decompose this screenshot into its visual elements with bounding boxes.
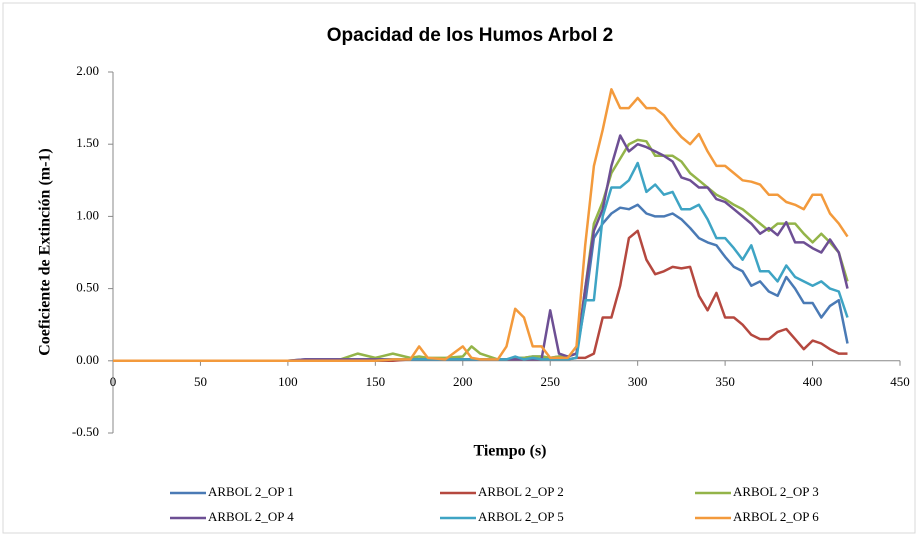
y-tick-label: 0.50	[76, 280, 99, 295]
x-tick-label: 250	[540, 374, 560, 389]
x-tick-label: 450	[890, 374, 910, 389]
x-tick-label: 300	[628, 374, 648, 389]
y-tick-label: 0.00	[76, 352, 99, 367]
legend-label: ARBOL 2_OP 5	[478, 509, 564, 524]
x-tick-label: 400	[803, 374, 823, 389]
y-tick-label: 1.00	[76, 207, 99, 222]
y-tick-label: 1.50	[76, 135, 99, 150]
legend-label: ARBOL 2_OP 3	[733, 484, 819, 499]
x-tick-label: 350	[715, 374, 735, 389]
x-tick-label: 100	[278, 374, 298, 389]
x-tick-label: 150	[366, 374, 386, 389]
legend-label: ARBOL 2_OP 6	[733, 509, 819, 524]
legend-label: ARBOL 2_OP 4	[208, 509, 294, 524]
y-axis-label: Coeficiente de Extinción (m-1)	[37, 148, 54, 356]
legend-label: ARBOL 2_OP 2	[478, 484, 564, 499]
x-axis-label: Tiempo (s)	[473, 443, 546, 460]
x-tick-label: 0	[110, 374, 117, 389]
series-line	[113, 161, 849, 363]
y-tick-label: 2.00	[76, 63, 99, 78]
x-tick-label: 200	[453, 374, 473, 389]
x-tick-label: 50	[194, 374, 207, 389]
legend-label: ARBOL 2_OP 1	[208, 484, 294, 499]
y-tick-label: -0.50	[72, 424, 99, 439]
series-line	[113, 88, 849, 363]
chart-title: Opacidad de los Humos Arbol 2	[327, 25, 613, 46]
